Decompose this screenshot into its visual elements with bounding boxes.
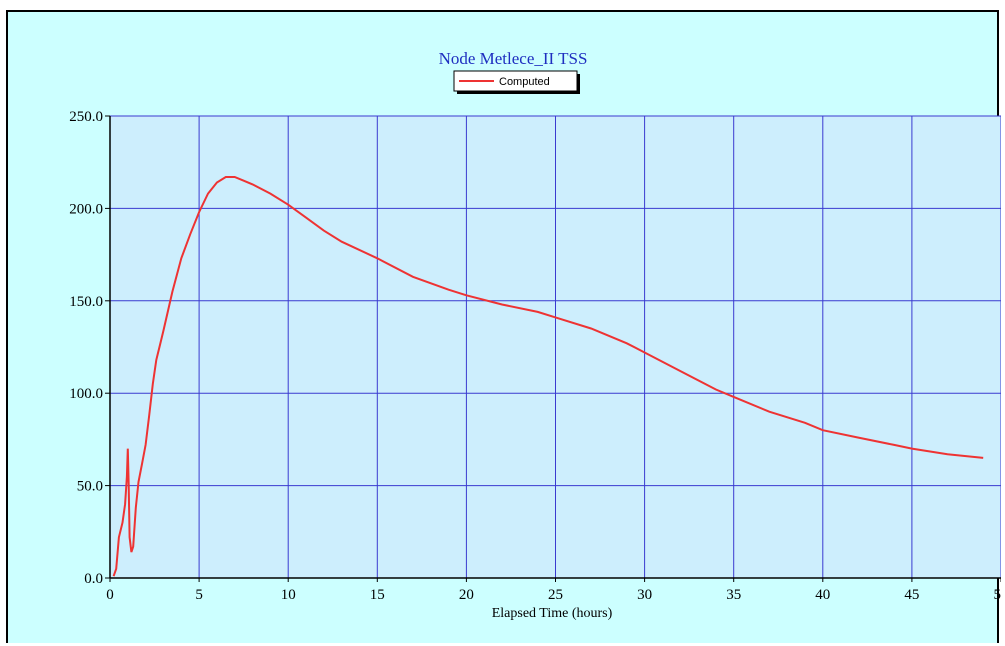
legend-label: Computed <box>499 76 550 88</box>
y-axis-ticks: 0.0 50.0 100.0 150.0 200.0 250.0 <box>69 109 110 587</box>
y-tick-label: 150.0 <box>69 294 103 310</box>
series-line-computed <box>112 176 984 577</box>
x-axis-label: Elapsed Time (hours) <box>492 606 613 621</box>
grid-lines <box>110 115 1001 578</box>
y-tick-label: 0.0 <box>84 571 103 587</box>
x-tick-label: 45 <box>904 587 919 603</box>
y-tick-label: 50.0 <box>77 479 103 495</box>
x-tick-label: 0 <box>106 587 114 603</box>
x-tick-label: 40 <box>815 587 830 603</box>
x-tick-label: 25 <box>548 587 563 603</box>
chart-frame: Node Metlece_II TSS Computed 0.0 50.0 100.… <box>6 10 1001 643</box>
legend[interactable]: Computed <box>453 70 580 94</box>
x-tick-label: 20 <box>459 587 474 603</box>
x-tick-label: 30 <box>637 587 652 603</box>
x-tick-label: 15 <box>370 587 385 603</box>
y-tick-label: 100.0 <box>69 386 103 402</box>
legend-box <box>453 70 578 92</box>
y-tick-label: 250.0 <box>69 109 103 125</box>
x-axis-ticks: 0 5 10 15 20 25 30 35 40 45 50 <box>106 578 1001 603</box>
x-tick-label: 5 <box>195 587 203 603</box>
x-tick-label: 50 <box>994 587 1002 603</box>
x-tick-label: 35 <box>726 587 741 603</box>
chart-title: Node Metlece_II TSS <box>439 49 588 68</box>
y-tick-label: 200.0 <box>69 201 103 217</box>
chart: Node Metlece_II TSS Computed 0.050.0100.… <box>69 49 1001 621</box>
x-tick-label: 10 <box>281 587 296 603</box>
